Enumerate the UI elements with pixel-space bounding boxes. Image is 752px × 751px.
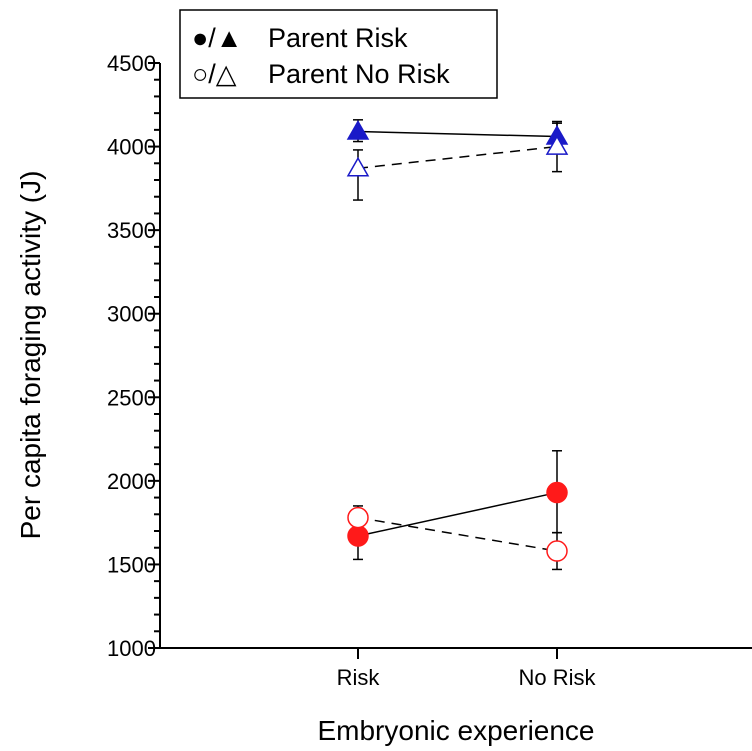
series-0-point (346, 120, 370, 140)
y-tick-label: 2000 (107, 469, 156, 494)
series-2-point (546, 481, 568, 504)
series-3-point (347, 506, 369, 529)
series-1-point (545, 135, 569, 155)
legend-box (179, 9, 498, 99)
series-2-point (347, 525, 369, 547)
series-3-point (546, 540, 568, 562)
legend-symbols-parent-no-risk: ○/△ (192, 59, 237, 89)
y-tick-label: 4000 (107, 135, 156, 160)
legend-label-parent-risk: Parent Risk (268, 23, 408, 53)
x-axis-title: Embryonic experience (317, 715, 594, 746)
legend-label-parent-no-risk: Parent No Risk (268, 59, 450, 89)
series-1-point (346, 156, 370, 177)
y-tick-label: 2500 (107, 385, 156, 410)
y-axis-title: Per capita foraging activity (J) (15, 171, 46, 540)
series-0-line (357, 130, 558, 138)
y-tick-label: 1000 (107, 636, 156, 661)
x-tick-label: Risk (337, 665, 381, 690)
y-tick-label: 1500 (107, 552, 156, 577)
series-1-line (357, 145, 558, 170)
axes: 1000 1500 2000 2500 3000 3500 4000 4500 Risk No R… (107, 51, 752, 690)
series-3-line (357, 516, 558, 552)
y-tick-label: 3500 (107, 218, 156, 243)
x-tick-label: No Risk (518, 665, 596, 690)
y-tick-label: 4500 (107, 51, 156, 76)
legend-symbols-parent-risk: ●/▲ (192, 23, 243, 53)
series-2-line (357, 491, 558, 537)
y-tick-label: 3000 (107, 302, 156, 327)
series-layer (346, 119, 569, 571)
legend: ●/▲ Parent Risk ○/△ Parent No Risk (179, 9, 498, 99)
